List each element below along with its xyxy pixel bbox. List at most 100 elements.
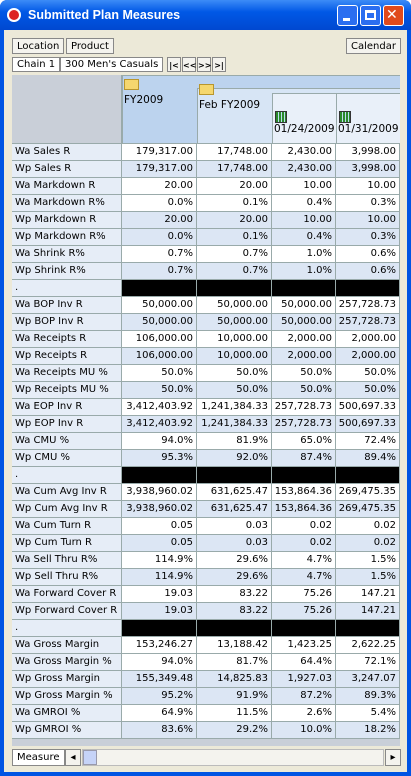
cell-value[interactable]: 0.1% [197, 229, 272, 246]
bottom-tab[interactable]: Measure [12, 749, 65, 766]
cell-value[interactable]: 153,246.27 [122, 637, 197, 654]
cell-value[interactable]: 50.0% [197, 365, 272, 382]
cell-value[interactable]: 0.7% [122, 246, 197, 263]
toolbar-button[interactable]: Product [66, 38, 114, 54]
cell-value[interactable]: 17,748.00 [197, 144, 272, 161]
cell-value[interactable]: 83.22 [197, 586, 272, 603]
cell-value[interactable]: 153,864.36 [272, 501, 336, 518]
cell-value[interactable]: 500,697.33 [336, 416, 400, 433]
cell-value[interactable]: 257,728.73 [272, 416, 336, 433]
cell-value[interactable]: 95.3% [122, 450, 197, 467]
cell-value[interactable]: 1,423.25 [272, 637, 336, 654]
nav-button[interactable]: << [182, 57, 196, 72]
cell-value[interactable]: 0.4% [272, 229, 336, 246]
cell-value[interactable]: 19.03 [122, 603, 197, 620]
cell-value[interactable]: 4.7% [272, 552, 336, 569]
cell-value[interactable]: 2,430.00 [272, 161, 336, 178]
calendar-icon[interactable] [339, 111, 351, 123]
cell-value[interactable]: 29.2% [197, 722, 272, 739]
toolbar-button[interactable]: Calendar [346, 38, 401, 54]
cell-value[interactable]: 20.00 [197, 212, 272, 229]
cell-value[interactable]: 50.0% [272, 382, 336, 399]
cell-value[interactable]: 20.00 [122, 212, 197, 229]
cell-value[interactable]: 20.00 [197, 178, 272, 195]
calendar-icon[interactable] [275, 111, 287, 123]
cell-value[interactable]: 1.5% [336, 552, 400, 569]
cell-value[interactable]: 50,000.00 [197, 297, 272, 314]
cell-value[interactable]: 94.0% [122, 433, 197, 450]
maximize-button[interactable] [360, 5, 381, 26]
cell-value[interactable]: 1,927.03 [272, 671, 336, 688]
cell-value[interactable]: 87.2% [272, 688, 336, 705]
cell-value[interactable]: 0.03 [197, 535, 272, 552]
toolbar-button[interactable]: Location [12, 38, 65, 54]
cell-value[interactable]: 0.02 [336, 535, 400, 552]
cell-value[interactable]: 114.9% [122, 552, 197, 569]
scroll-thumb[interactable] [83, 750, 97, 765]
cell-value[interactable]: 269,475.35 [336, 501, 400, 518]
nav-button[interactable]: >> [197, 57, 211, 72]
cell-value[interactable]: 14,825.83 [197, 671, 272, 688]
cell-value[interactable]: 3,412,403.92 [122, 416, 197, 433]
cell-value[interactable]: 20.00 [122, 178, 197, 195]
folder-icon[interactable] [124, 79, 139, 90]
cell-value[interactable]: 10.00 [272, 212, 336, 229]
path-tab[interactable]: 300 Men's Casuals [60, 57, 164, 72]
cell-value[interactable]: 1,241,384.33 [197, 416, 272, 433]
cell-value[interactable]: 0.1% [197, 195, 272, 212]
cell-value[interactable]: 1,241,384.33 [197, 399, 272, 416]
cell-value[interactable]: 10.0% [272, 722, 336, 739]
cell-value[interactable]: 50.0% [197, 382, 272, 399]
cell-value[interactable]: 89.4% [336, 450, 400, 467]
cell-value[interactable]: 81.7% [197, 654, 272, 671]
cell-value[interactable]: 50,000.00 [122, 297, 197, 314]
cell-value[interactable]: 72.4% [336, 433, 400, 450]
cell-value[interactable]: 29.6% [197, 569, 272, 586]
cell-value[interactable]: 0.03 [197, 518, 272, 535]
cell-value[interactable]: 3,938,960.02 [122, 484, 197, 501]
cell-value[interactable]: 50.0% [336, 365, 400, 382]
cell-value[interactable]: 257,728.73 [336, 314, 400, 331]
cell-value[interactable]: 29.6% [197, 552, 272, 569]
cell-value[interactable]: 89.3% [336, 688, 400, 705]
cell-value[interactable]: 10,000.00 [197, 331, 272, 348]
cell-value[interactable]: 10,000.00 [197, 348, 272, 365]
cell-value[interactable]: 0.3% [336, 229, 400, 246]
cell-value[interactable]: 50,000.00 [272, 297, 336, 314]
cell-value[interactable]: 3,938,960.02 [122, 501, 197, 518]
cell-value[interactable]: 64.9% [122, 705, 197, 722]
cell-value[interactable]: 257,728.73 [272, 399, 336, 416]
cell-value[interactable]: 3,998.00 [336, 161, 400, 178]
cell-value[interactable]: 153,864.36 [272, 484, 336, 501]
cell-value[interactable]: 0.7% [197, 246, 272, 263]
cell-value[interactable]: 5.4% [336, 705, 400, 722]
cell-value[interactable]: 50,000.00 [122, 314, 197, 331]
scroll-right[interactable]: ▸ [385, 749, 401, 766]
cell-value[interactable]: 81.9% [197, 433, 272, 450]
cell-value[interactable]: 13,188.42 [197, 637, 272, 654]
cell-value[interactable]: 2,430.00 [272, 144, 336, 161]
cell-value[interactable]: 11.5% [197, 705, 272, 722]
cell-value[interactable]: 2,000.00 [336, 331, 400, 348]
cell-value[interactable]: 3,247.07 [336, 671, 400, 688]
cell-value[interactable]: 179,317.00 [122, 161, 197, 178]
cell-value[interactable]: 0.02 [272, 518, 336, 535]
cell-value[interactable]: 50.0% [272, 365, 336, 382]
nav-button[interactable]: |< [167, 57, 181, 72]
cell-value[interactable]: 2,000.00 [336, 348, 400, 365]
cell-value[interactable]: 3,998.00 [336, 144, 400, 161]
cell-value[interactable]: 10.00 [336, 212, 400, 229]
cell-value[interactable]: 269,475.35 [336, 484, 400, 501]
cell-value[interactable]: 87.4% [272, 450, 336, 467]
cell-value[interactable]: 2,000.00 [272, 331, 336, 348]
cell-value[interactable]: 92.0% [197, 450, 272, 467]
cell-value[interactable]: 0.05 [122, 535, 197, 552]
cell-value[interactable]: 75.26 [272, 603, 336, 620]
cell-value[interactable]: 91.9% [197, 688, 272, 705]
cell-value[interactable]: 50.0% [122, 365, 197, 382]
cell-value[interactable]: 3,412,403.92 [122, 399, 197, 416]
cell-value[interactable]: 257,728.73 [336, 297, 400, 314]
cell-value[interactable]: 0.6% [336, 263, 400, 280]
cell-value[interactable]: 106,000.00 [122, 348, 197, 365]
cell-value[interactable]: 10.00 [272, 178, 336, 195]
